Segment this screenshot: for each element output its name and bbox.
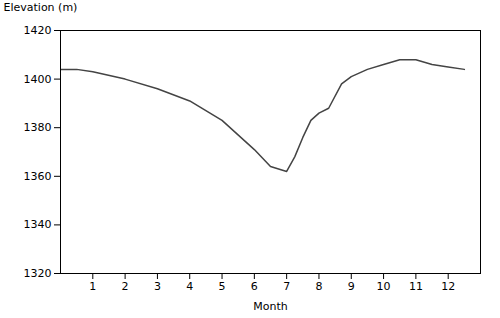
svg-text:1320: 1320 [24,267,52,280]
svg-text:12: 12 [441,280,455,293]
svg-text:4: 4 [186,280,193,293]
svg-text:9: 9 [348,280,355,293]
svg-text:6: 6 [251,280,258,293]
svg-text:1420: 1420 [24,24,52,37]
svg-text:7: 7 [283,280,290,293]
svg-text:1: 1 [89,280,96,293]
svg-text:3: 3 [154,280,161,293]
svg-text:11: 11 [409,280,423,293]
svg-text:1380: 1380 [24,121,52,134]
svg-text:1400: 1400 [24,73,52,86]
svg-text:8: 8 [315,280,322,293]
svg-text:1360: 1360 [24,170,52,183]
svg-text:2: 2 [122,280,129,293]
svg-text:1340: 1340 [24,218,52,231]
svg-text:Month: Month [253,300,288,313]
svg-text:5: 5 [219,280,226,293]
svg-text:10: 10 [377,280,391,293]
svg-text:Elevation (m): Elevation (m) [4,1,78,14]
